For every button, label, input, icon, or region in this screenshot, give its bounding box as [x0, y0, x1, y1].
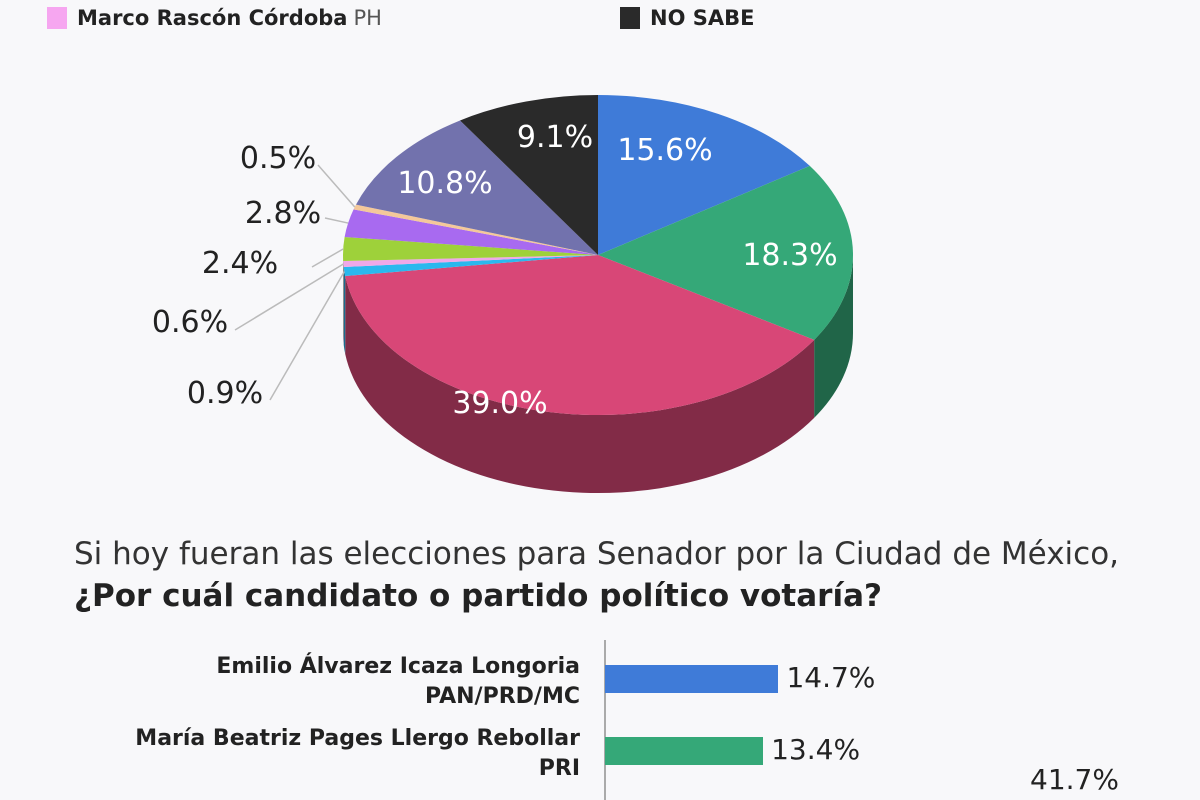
bar-1: [605, 737, 764, 765]
pie-side-4: [343, 261, 344, 346]
pie-label-5: 2.4%: [202, 246, 278, 281]
pie-label-7: 0.5%: [240, 141, 316, 176]
pie-slice-1: [598, 165, 854, 340]
pie-label-4: 0.6%: [152, 305, 228, 340]
legend-item-no-sabe: NO SABE: [620, 6, 754, 30]
pie-leader-line-7: [317, 164, 356, 208]
pie-leader-line-3: [269, 271, 346, 401]
pie-slice-8: [355, 120, 598, 255]
pie-slice-3: [343, 255, 598, 277]
pie-slice-0: [598, 95, 810, 255]
pie-label-2: 39.0%: [452, 386, 547, 421]
pie-side-1: [814, 255, 853, 418]
pie-side-3: [343, 267, 346, 355]
legend-swatch: [620, 7, 640, 29]
pie-leader-line-4: [234, 263, 344, 331]
pie-label-0: 15.6%: [617, 133, 712, 168]
pie-side-2: [345, 276, 815, 494]
bar-category-label: Emilio Álvarez Icaza Longoria PAN/PRD/MC: [216, 652, 580, 712]
bar-label-line: María Beatriz Pages Llergo Rebollar: [135, 726, 580, 751]
pie-slice-2: [345, 255, 815, 415]
pie-slice-6: [344, 209, 598, 255]
bar-value-label: 41.7%: [1030, 763, 1119, 796]
bar-0: [605, 665, 779, 693]
bar-value-label: 13.4%: [771, 733, 861, 766]
legend-party: PH: [353, 6, 382, 30]
pie-label-9: 9.1%: [517, 120, 593, 155]
legend-item-marco-rascon: Marco Rascón Córdoba PH: [47, 6, 382, 30]
pie-label-8: 10.8%: [397, 166, 492, 201]
legend-label: NO SABE: [650, 6, 755, 30]
pie-label-6: 2.8%: [245, 196, 321, 231]
bar-label-line: PRI: [538, 756, 580, 781]
pie-chart: 15.6% 18.3% 39.0% 0.9% 0.6% 2.4% 2.8% 0.5% 10.8%…: [152, 95, 854, 494]
pie-slice-9: [460, 95, 598, 255]
bar-label-line: PAN/PRD/MC: [425, 684, 580, 709]
legend-swatch: [47, 7, 67, 29]
pie-slice-5: [343, 236, 598, 262]
question-text: Si hoy fueran las elecciones para Senado…: [74, 536, 1120, 572]
chart-title: Si hoy fueran las elecciones para Senado…: [74, 533, 1154, 617]
pie-slice-7: [353, 204, 598, 255]
bar-axis: [604, 640, 606, 800]
pie-label-3: 0.9%: [187, 376, 263, 411]
pie-leader-line-5: [311, 248, 344, 268]
bar-label-line: Emilio Álvarez Icaza Longoria: [216, 654, 580, 679]
bar-category-label: María Beatriz Pages Llergo Rebollar PRI: [135, 724, 580, 784]
pie-leader-line-6: [324, 217, 349, 224]
question-bold: ¿Por cuál candidato o partido político v…: [74, 578, 882, 614]
bar-value-label: 14.7%: [786, 661, 876, 694]
legend-label: Marco Rascón Córdoba: [77, 6, 348, 30]
pie-label-1: 18.3%: [742, 238, 837, 273]
pie-slice-4: [343, 255, 598, 268]
